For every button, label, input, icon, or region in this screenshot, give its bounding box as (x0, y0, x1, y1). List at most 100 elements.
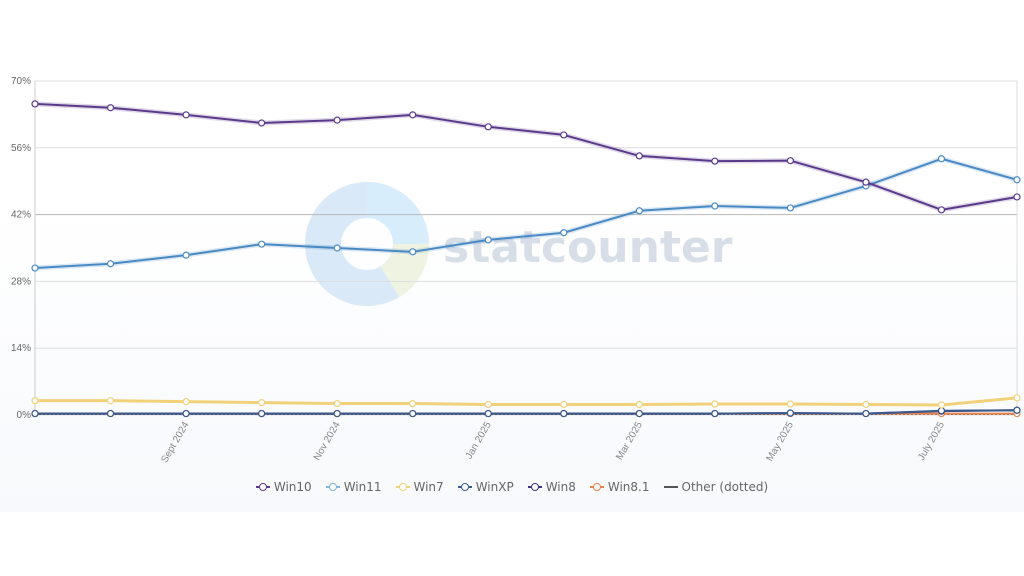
data-point[interactable] (182, 409, 190, 418)
data-point[interactable] (258, 119, 266, 127)
series-winxp[interactable] (31, 406, 1021, 418)
legend: Win10 Win11 Win7 WinXP Win8 Win8.1 Other (dott… (0, 480, 1024, 494)
series-win7[interactable] (31, 394, 1021, 409)
data-point[interactable] (937, 206, 946, 214)
legend-item-win8-1[interactable]: Win8.1 (589, 480, 650, 494)
data-point[interactable] (635, 409, 643, 418)
legend-circle-icon (325, 482, 340, 492)
data-point[interactable] (1013, 394, 1021, 402)
gridlines (34, 80, 1018, 416)
y-tick-label: 70% (11, 76, 31, 87)
data-point[interactable] (106, 409, 115, 418)
data-point[interactable] (106, 260, 115, 268)
statcounter-watermark: statcounter (305, 182, 733, 306)
legend-label: Win8.1 (607, 480, 650, 494)
data-point[interactable] (786, 157, 794, 165)
chart-container: statcounter 0% 14% 28% 42% 56% 70% Sept 2024 N… (0, 0, 1024, 512)
data-point[interactable] (182, 398, 190, 406)
data-point[interactable] (711, 202, 719, 210)
data-point[interactable] (711, 400, 719, 408)
data-point[interactable] (31, 397, 39, 405)
x-tick-label: May 2025 (764, 420, 796, 464)
data-point[interactable] (484, 409, 492, 418)
legend-label: Win10 (273, 480, 312, 494)
legend-item-other-dotted-[interactable]: Other (dotted) (663, 480, 769, 494)
series-lines (31, 100, 1021, 418)
data-point[interactable] (635, 207, 643, 215)
data-point[interactable] (560, 409, 568, 418)
data-point[interactable] (31, 100, 39, 108)
data-point[interactable] (937, 407, 946, 415)
data-point[interactable] (786, 400, 794, 408)
data-point[interactable] (937, 401, 946, 409)
data-point[interactable] (409, 399, 417, 408)
x-tick-label: July 2025 (916, 420, 947, 463)
data-point[interactable] (862, 400, 870, 409)
watermark-text: statcounter (443, 222, 733, 273)
data-point[interactable] (635, 400, 643, 409)
legend-circle-icon (255, 482, 270, 492)
data-point[interactable] (560, 229, 568, 237)
data-point[interactable] (31, 264, 39, 272)
data-point[interactable] (258, 409, 266, 418)
data-point[interactable] (31, 409, 39, 418)
data-point[interactable] (937, 155, 946, 163)
data-point[interactable] (333, 399, 341, 408)
data-point[interactable] (409, 248, 417, 256)
data-point[interactable] (484, 400, 492, 409)
data-point[interactable] (786, 204, 794, 212)
y-axis: 0% 14% 28% 42% 56% 70% (11, 76, 31, 421)
series-win11[interactable] (31, 155, 1021, 272)
legend-label: Win7 (413, 480, 444, 494)
data-point[interactable] (862, 178, 870, 186)
legend-label: Win8 (545, 480, 576, 494)
y-tick-label: 42% (11, 210, 31, 221)
y-tick-label: 14% (11, 343, 31, 354)
legend-circle-icon (589, 482, 604, 492)
data-point[interactable] (409, 111, 417, 119)
legend-item-win10[interactable]: Win10 (255, 480, 312, 494)
legend-item-winxp[interactable]: WinXP (457, 480, 514, 494)
data-point[interactable] (333, 116, 341, 124)
x-tick-label: Jan 2025 (464, 420, 494, 462)
data-point[interactable] (484, 236, 492, 244)
data-point[interactable] (1013, 406, 1021, 414)
x-axis: Sept 2024 Nov 2024 Jan 2025 Mar 2025 May 202… (159, 420, 947, 465)
data-point[interactable] (560, 400, 568, 409)
data-point[interactable] (484, 123, 492, 131)
data-point[interactable] (635, 152, 643, 160)
data-point[interactable] (409, 409, 417, 418)
data-point[interactable] (258, 240, 266, 248)
x-tick-label: Nov 2024 (312, 420, 343, 463)
x-tick-label: Mar 2025 (614, 420, 645, 462)
line-chart: statcounter 0% 14% 28% 42% 56% 70% Sept 2024 N… (11, 76, 1021, 465)
legend-label: Win11 (343, 480, 382, 494)
legend-circle-icon (527, 482, 542, 492)
data-point[interactable] (711, 157, 719, 165)
y-tick-label: 56% (11, 143, 31, 154)
data-point[interactable] (862, 409, 870, 418)
legend-label: WinXP (475, 480, 514, 494)
data-point[interactable] (786, 409, 794, 417)
series-win10[interactable] (31, 100, 1021, 214)
y-tick-label: 0% (17, 410, 32, 421)
data-point[interactable] (258, 398, 266, 407)
legend-item-win7[interactable]: Win7 (395, 480, 444, 494)
data-point[interactable] (1013, 193, 1021, 201)
data-point[interactable] (711, 409, 719, 418)
data-point[interactable] (106, 104, 115, 112)
legend-label: Other (dotted) (681, 480, 769, 494)
data-point[interactable] (560, 131, 568, 139)
x-tick-label: Sept 2024 (159, 420, 192, 465)
data-point[interactable] (333, 409, 341, 418)
legend-circle-icon (395, 482, 410, 492)
data-point[interactable] (106, 397, 115, 405)
data-point[interactable] (182, 111, 190, 119)
data-point[interactable] (182, 251, 190, 259)
data-point[interactable] (333, 244, 341, 252)
legend-item-win11[interactable]: Win11 (325, 480, 382, 494)
legend-circle-icon (457, 482, 472, 492)
data-point[interactable] (1013, 176, 1021, 184)
legend-item-win8[interactable]: Win8 (527, 480, 576, 494)
legend-line-icon (663, 482, 678, 492)
